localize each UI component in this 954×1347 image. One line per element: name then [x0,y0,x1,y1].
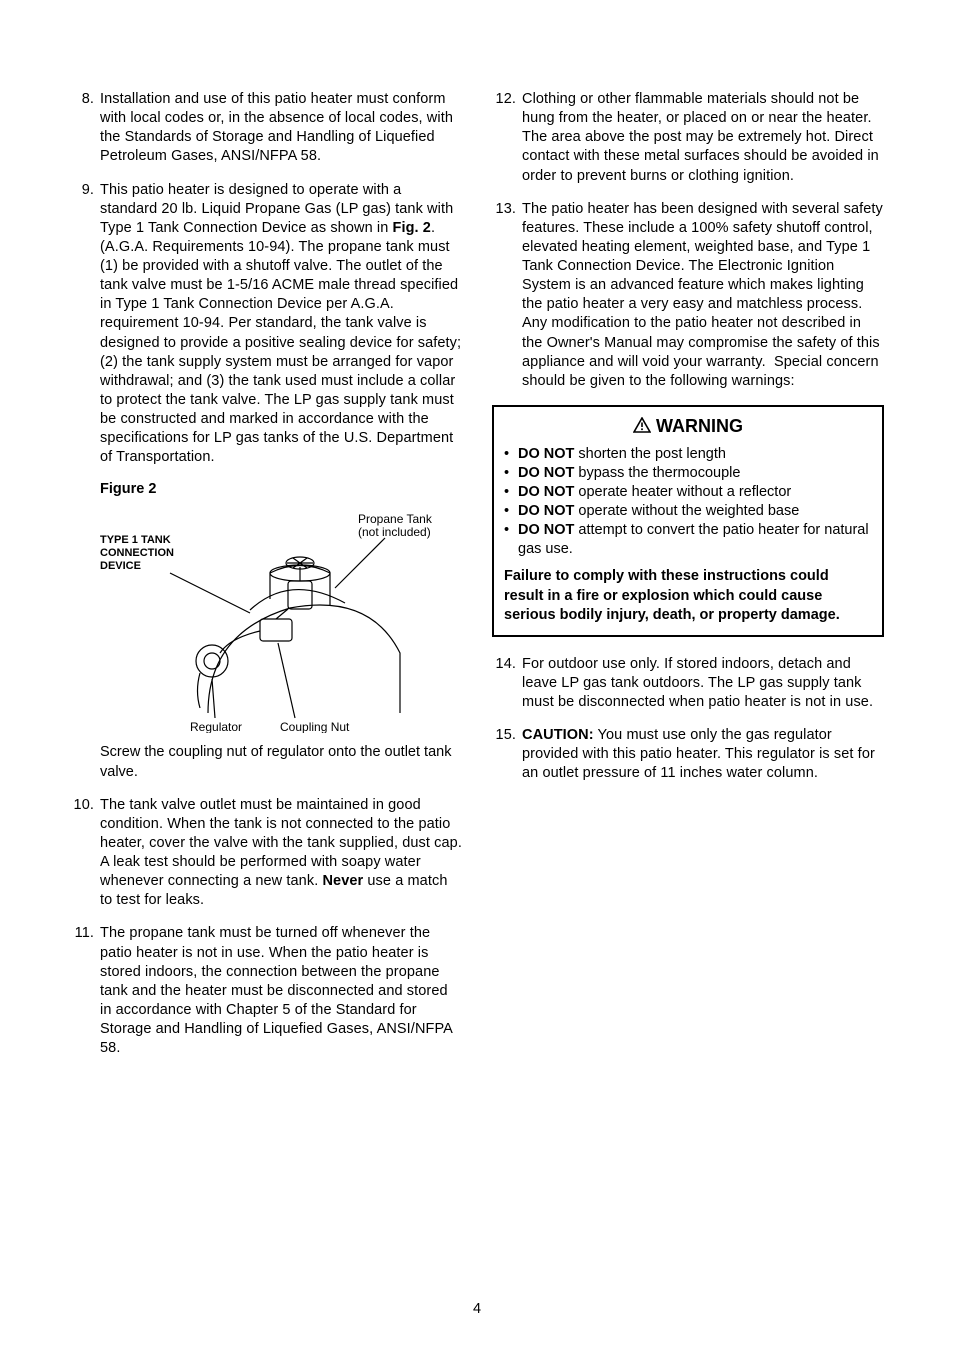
manual-page: 8.Installation and use of this patio hea… [0,0,954,1347]
list-item: 9.This patio heater is designed to opera… [70,181,462,468]
list-item-body: The propane tank must be turned off when… [100,924,462,1058]
warning-bullet-text: DO NOT operate heater without a reflecto… [518,483,791,502]
warning-bullet-text: DO NOT attempt to convert the patio heat… [518,521,872,559]
list-item: 14.For outdoor use only. If stored indoo… [492,655,884,712]
list-item: 8.Installation and use of this patio hea… [70,90,462,167]
list-item: 15.CAUTION: You must use only the gas re… [492,726,884,783]
warning-failure-text: Failure to comply with these instruction… [504,567,872,624]
list-item-number: 14. [492,655,522,712]
figure-label-regulator: Regulator [190,720,242,733]
bullet-icon: • [504,445,518,464]
warning-bullet: •DO NOT shorten the post length [504,445,872,464]
list-item: 13.The patio heater has been designed wi… [492,200,884,391]
list-item-number: 13. [492,200,522,391]
list-item: 11.The propane tank must be turned off w… [70,924,462,1058]
bullet-icon: • [504,483,518,502]
figure-label-type1: TYPE 1 TANKCONNECTIONDEVICE [100,534,174,572]
warning-bullet-text: DO NOT shorten the post length [518,445,726,464]
left-column: 8.Installation and use of this patio hea… [70,90,462,1072]
warning-box: WARNING •DO NOT shorten the post length•… [492,405,884,637]
list-item-number: 10. [70,796,100,911]
list-item-body: This patio heater is designed to operate… [100,181,462,468]
list-item-number: 15. [492,726,522,783]
list-item: 10.The tank valve outlet must be maintai… [70,796,462,911]
figure-title: Figure 2 [100,481,462,497]
bullet-icon: • [504,464,518,483]
right-column: 12.Clothing or other flammable materials… [492,90,884,1072]
figure-caption: Screw the coupling nut of regulator onto… [100,743,462,781]
page-number: 4 [0,1301,954,1317]
warning-title: WARNING [504,415,872,439]
list-item-number: 9. [70,181,100,468]
figure-2-diagram: TYPE 1 TANKCONNECTIONDEVICE Propane Tank… [100,503,460,733]
list-item-body: For outdoor use only. If stored indoors,… [522,655,884,712]
list-item: 12.Clothing or other flammable materials… [492,90,884,186]
warning-bullet: •DO NOT operate without the weighted bas… [504,502,872,521]
list-item-body: Installation and use of this patio heate… [100,90,462,167]
warning-bullet: •DO NOT attempt to convert the patio hea… [504,521,872,559]
figure-label-coupling: Coupling Nut [280,720,350,733]
figure-label-tank: Propane Tank(not included) [358,512,433,539]
warning-icon [633,417,651,433]
list-item-body: The patio heater has been designed with … [522,200,884,391]
bullet-icon: • [504,521,518,559]
warning-bullet-text: DO NOT bypass the thermocouple [518,464,740,483]
bullet-icon: • [504,502,518,521]
list-item-body: CAUTION: You must use only the gas regul… [522,726,884,783]
figure-2-block: Figure 2 [100,481,462,781]
list-item-number: 8. [70,90,100,167]
two-column-layout: 8.Installation and use of this patio hea… [70,90,884,1072]
warning-bullet: •DO NOT bypass the thermocouple [504,464,872,483]
warning-bullet-text: DO NOT operate without the weighted base [518,502,799,521]
list-item-body: The tank valve outlet must be maintained… [100,796,462,911]
list-item-body: Clothing or other flammable materials sh… [522,90,884,186]
list-item-number: 12. [492,90,522,186]
warning-bullet: •DO NOT operate heater without a reflect… [504,483,872,502]
list-item-number: 11. [70,924,100,1058]
warning-title-text: WARNING [656,416,743,436]
